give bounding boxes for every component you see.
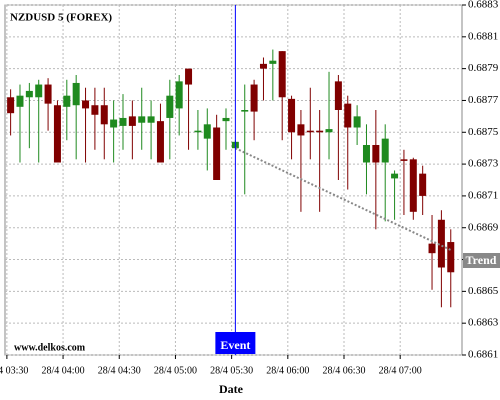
- x-tick-label: 28/4 04:30: [98, 365, 141, 376]
- candle-body: [259, 63, 267, 69]
- y-tick-label: 0.6879: [468, 62, 499, 74]
- x-tick-label: 28/4 06:00: [266, 365, 309, 376]
- candle-body: [25, 90, 33, 98]
- x-tick-label: 28/4 07:00: [379, 365, 422, 376]
- candle-body: [409, 159, 417, 212]
- y-tick-label: 0.6881: [468, 30, 498, 42]
- candle-body: [419, 173, 427, 196]
- y-tick-label: 0.6875: [468, 126, 499, 138]
- candle-body: [110, 119, 118, 128]
- candle-body: [82, 100, 90, 109]
- y-tick-label: 0.6863: [468, 317, 499, 329]
- candle-body: [213, 127, 221, 180]
- candle-body: [156, 121, 164, 163]
- x-tick-label: 28/4 05:00: [154, 365, 197, 376]
- candle-body: [381, 138, 389, 163]
- candle-body: [362, 145, 370, 163]
- event-label: Event: [220, 338, 250, 352]
- y-tick-label: 0.6861: [468, 349, 498, 361]
- candle-body: [250, 84, 258, 112]
- candle-body: [288, 98, 296, 133]
- candle-body: [35, 84, 43, 98]
- candle-body: [278, 51, 286, 98]
- candle-body: [353, 116, 361, 128]
- candle-body: [428, 243, 436, 254]
- event-label-box: [215, 332, 256, 354]
- candle-body: [147, 116, 155, 123]
- candle-body: [185, 68, 193, 85]
- candle-body: [91, 105, 99, 115]
- x-tick-label: 28/4 06:30: [322, 365, 365, 376]
- candle-body: [63, 95, 71, 107]
- trend-label: Trend: [466, 253, 497, 267]
- candle-body: [138, 116, 146, 123]
- y-tick-label: 0.6883: [468, 0, 499, 11]
- candle-body: [316, 130, 324, 133]
- candle-body: [194, 130, 202, 133]
- candle-body: [372, 145, 380, 163]
- candle-body: [222, 117, 230, 122]
- candle-body: [175, 81, 183, 109]
- trend-label-box: [463, 253, 500, 268]
- candle-body: [16, 95, 24, 107]
- x-axis-label: Date: [219, 382, 244, 396]
- candle-body: [297, 124, 305, 136]
- candle-body: [7, 97, 15, 114]
- candle-body: [334, 81, 342, 110]
- y-tick-label: 0.6877: [468, 94, 499, 106]
- candle-body: [72, 82, 80, 106]
- x-tick-label: 28/4 03:30: [0, 365, 28, 376]
- candle-body: [119, 117, 127, 126]
- candle-body: [306, 130, 314, 133]
- candle-body: [325, 129, 333, 133]
- x-tick-label: 28/4 04:00: [42, 365, 85, 376]
- x-tick-label: 28/4 05:30: [210, 365, 253, 376]
- candle-body: [203, 124, 211, 139]
- candle-body: [269, 60, 277, 64]
- y-tick-label: 0.6871: [468, 189, 498, 201]
- y-tick-label: 0.6865: [468, 285, 499, 297]
- candle-body: [437, 219, 445, 268]
- watermark: www.delkos.com: [14, 342, 86, 353]
- y-tick-label: 0.6873: [468, 158, 499, 170]
- candle-body: [344, 103, 352, 128]
- candle-body: [44, 84, 52, 104]
- candle-body: [128, 116, 136, 126]
- chart-title: NZDUSD 5 (FOREX): [10, 12, 112, 24]
- candle-body: [391, 173, 399, 179]
- plot-frame: [4, 4, 463, 356]
- candle-body: [100, 105, 108, 125]
- candle-body: [400, 159, 408, 161]
- candle-body: [53, 105, 61, 163]
- y-tick-label: 0.6869: [468, 221, 499, 233]
- candle-body: [166, 95, 174, 118]
- candle-body: [241, 110, 249, 112]
- candle-body: [447, 242, 455, 273]
